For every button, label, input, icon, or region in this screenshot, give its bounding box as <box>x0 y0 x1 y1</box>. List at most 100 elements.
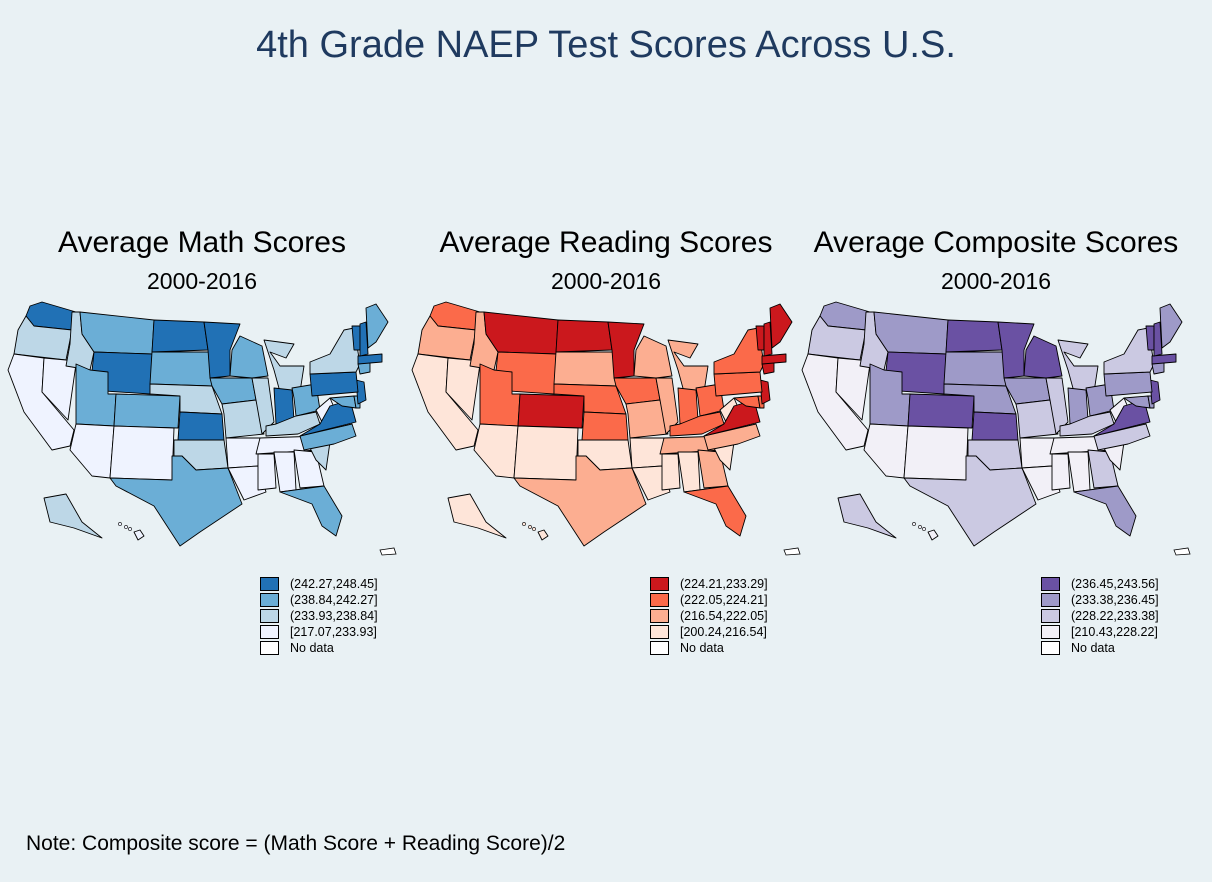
legend-label: (233.93,238.84] <box>290 609 378 623</box>
state-nm <box>513 425 579 481</box>
state-nv <box>445 357 481 421</box>
legend-item: (236.45,243.56] <box>1041 576 1159 592</box>
state-me <box>365 303 389 349</box>
state-hi <box>133 529 145 541</box>
reading-map-panel: Average Reading Scores 2000-2016 (224.21… <box>404 226 808 666</box>
state-ma <box>761 353 787 365</box>
legend-label: No data <box>290 641 334 655</box>
state-nc <box>299 423 357 451</box>
legend-swatch <box>1041 593 1060 607</box>
state-nd <box>945 319 1003 353</box>
state-nj <box>355 379 367 405</box>
legend-label: (233.38,236.45] <box>1071 593 1159 607</box>
legend-item: [217.07,233.93] <box>260 624 378 640</box>
island-mark <box>912 522 916 526</box>
state-co <box>517 393 585 429</box>
state-nd <box>151 319 209 353</box>
territory-puerto-rico <box>1173 547 1191 556</box>
map-legend: (236.45,243.56] (233.38,236.45] (228.22,… <box>1041 576 1159 656</box>
state-mt <box>79 311 155 355</box>
legend-item: (224.21,233.29] <box>650 576 768 592</box>
footnote: Note: Composite score = (Math Score + Re… <box>26 832 566 855</box>
state-mo <box>625 399 669 439</box>
state-nv <box>41 357 77 421</box>
state-nm <box>903 425 969 481</box>
state-wi <box>633 335 673 379</box>
us-choropleth-map <box>7 301 397 556</box>
legend-swatch <box>650 577 669 591</box>
state-tx <box>109 455 243 547</box>
legend-item: (228.22,233.38] <box>1041 608 1159 624</box>
panel-title: Average Composite Scores <box>813 226 1179 259</box>
state-ar <box>629 437 665 469</box>
state-la <box>1021 465 1061 501</box>
legend-swatch <box>260 609 279 623</box>
math-map-panel: Average Math Scores 2000-2016 (242.27,24… <box>0 226 404 666</box>
state-ky <box>265 411 321 437</box>
panel-subtitle: 2000-2016 <box>941 268 1051 294</box>
state-nh <box>1153 321 1163 357</box>
legend-item: (242.27,248.45] <box>260 576 378 592</box>
state-ms <box>1051 453 1071 491</box>
legend-label: (224.21,233.29] <box>680 577 768 591</box>
state-fl <box>279 485 343 537</box>
state-pa <box>1103 371 1153 397</box>
legend-item: No data <box>650 640 768 656</box>
state-ky <box>1059 411 1115 437</box>
legend-label: No data <box>680 641 724 655</box>
state-az <box>863 423 909 479</box>
state-nc <box>1093 423 1151 451</box>
legend-swatch <box>260 577 279 591</box>
state-mt <box>873 311 949 355</box>
island-mark <box>918 525 922 529</box>
legend-label: (238.84,242.27] <box>290 593 378 607</box>
panel-subtitle: 2000-2016 <box>147 268 257 294</box>
legend-label: (242.27,248.45] <box>290 577 378 591</box>
state-al <box>677 451 701 493</box>
page-title: 4th Grade NAEP Test Scores Across U.S. <box>256 24 956 66</box>
legend-item: (233.38,236.45] <box>1041 592 1159 608</box>
state-al <box>273 451 297 493</box>
state-mi <box>667 339 709 393</box>
legend-item: (238.84,242.27] <box>260 592 378 608</box>
legend-item: No data <box>1041 640 1159 656</box>
legend-swatch <box>260 641 279 655</box>
island-mark <box>124 525 128 529</box>
state-nj <box>1149 379 1161 405</box>
state-mi <box>263 339 305 393</box>
composite-map-panel: Average Composite Scores 2000-2016 (236.… <box>794 226 1198 666</box>
legend-label: [210.43,228.22] <box>1071 625 1158 639</box>
map-legend: (242.27,248.45] (238.84,242.27] (233.93,… <box>260 576 378 656</box>
state-wi <box>229 335 269 379</box>
state-nd <box>555 319 613 353</box>
state-nh <box>763 321 773 357</box>
state-al <box>1067 451 1091 493</box>
state-sd <box>553 351 617 387</box>
state-pa <box>713 371 763 397</box>
state-mt <box>483 311 559 355</box>
state-wi <box>1023 335 1063 379</box>
state-hi <box>537 529 549 541</box>
state-ma <box>357 353 383 365</box>
territory-puerto-rico <box>783 547 801 556</box>
state-mi <box>1057 339 1099 393</box>
legend-swatch <box>260 625 279 639</box>
legend-item: (216.54,222.05] <box>650 608 768 624</box>
legend-swatch <box>650 625 669 639</box>
state-nh <box>359 321 369 357</box>
state-nv <box>835 357 871 421</box>
panel-subtitle: 2000-2016 <box>551 268 661 294</box>
legend-swatch <box>1041 609 1060 623</box>
legend-item: [210.43,228.22] <box>1041 624 1159 640</box>
state-ak <box>837 493 897 539</box>
state-ky <box>669 411 725 437</box>
us-choropleth-map <box>801 301 1191 556</box>
state-la <box>631 465 671 501</box>
state-az <box>69 423 115 479</box>
legend-label: (216.54,222.05] <box>680 609 768 623</box>
state-me <box>769 303 793 349</box>
legend-swatch <box>650 593 669 607</box>
legend-label: (222.05,224.21] <box>680 593 768 607</box>
state-nc <box>703 423 761 451</box>
panel-title: Average Math Scores <box>58 226 346 259</box>
